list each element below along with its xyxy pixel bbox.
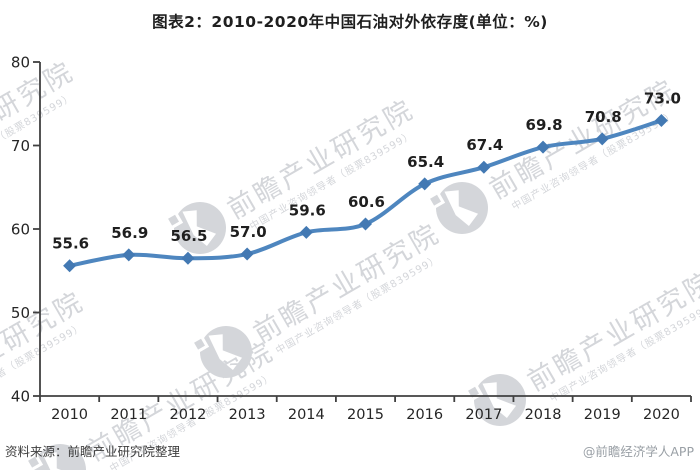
data-point-marker — [477, 160, 491, 174]
data-point-marker — [122, 248, 136, 262]
watermark-logo-cut — [208, 334, 243, 370]
data-point-label: 56.9 — [111, 224, 148, 242]
y-axis-tick-label: 70 — [11, 137, 30, 155]
data-point-label: 55.6 — [52, 235, 89, 253]
y-axis-tick-label: 60 — [11, 221, 30, 239]
data-point-label: 70.8 — [585, 108, 622, 126]
watermark-big-text: 前瞻产业研究院 — [248, 218, 445, 350]
data-point-label: 60.6 — [348, 193, 385, 211]
x-axis-tick-label: 2016 — [406, 407, 443, 423]
x-axis-tick-label: 2011 — [110, 407, 147, 423]
data-point-label: 73.0 — [644, 89, 681, 107]
watermark-logo-dot — [168, 214, 180, 226]
data-point-marker — [299, 225, 313, 239]
data-point-marker — [181, 251, 195, 265]
data-point-label: 59.6 — [289, 201, 326, 219]
data-point-marker — [654, 113, 668, 127]
data-point-marker — [63, 259, 77, 273]
data-point-label: 65.4 — [407, 153, 444, 171]
data-point-marker — [536, 140, 550, 154]
data-point-marker — [418, 177, 432, 191]
data-point-marker — [240, 247, 254, 261]
x-axis-tick-label: 2017 — [465, 407, 502, 423]
watermark-logo-dot — [28, 456, 40, 468]
x-axis-tick-label: 2012 — [170, 407, 207, 423]
footer-bar: 资料来源：前瞻产业研究院整理 @前瞻经济学人APP — [0, 441, 700, 460]
y-axis-tick-label: 40 — [11, 388, 30, 406]
x-axis-tick-label: 2018 — [525, 407, 562, 423]
watermark-logo-dot — [194, 338, 206, 350]
y-axis-labels: 40 50 60 70 80 — [11, 54, 30, 406]
y-axis-tick-label: 80 — [11, 54, 30, 72]
x-axis-tick-label: 2020 — [643, 407, 680, 423]
watermark-logo-cut — [42, 452, 77, 470]
x-axis-tick-label: 2014 — [288, 407, 325, 423]
data-point-label: 56.5 — [170, 227, 207, 245]
data-point-label: 69.8 — [526, 116, 563, 134]
watermark-logo-dot — [430, 194, 442, 206]
x-axis-tick-label: 2015 — [347, 407, 384, 423]
x-axis-tick-label: 2010 — [51, 407, 88, 423]
chart-title: 图表2：2010-2020年中国石油对外依存度(单位：%) — [152, 13, 548, 31]
axes — [33, 61, 692, 402]
watermark-logo-cut — [444, 190, 479, 226]
x-axis-labels: 2010 2011 2012 2013 2014 2015 2016 2017 2018 2019… — [51, 407, 680, 423]
data-point-marker — [359, 217, 372, 231]
y-axis-tick-label: 50 — [11, 304, 30, 322]
source-note: 资料来源：前瞻产业研究院整理 — [5, 444, 181, 459]
data-point-label: 57.0 — [230, 223, 267, 241]
brand-note: @前瞻经济学人APP — [582, 444, 694, 459]
data-point-markers — [63, 113, 668, 273]
watermark-logo-dot — [468, 386, 480, 398]
x-axis-tick-label: 2013 — [229, 407, 266, 423]
x-axis-tick-label: 2019 — [584, 407, 621, 423]
data-point-label: 67.4 — [466, 136, 503, 154]
data-point-marker — [595, 132, 609, 146]
data-point-labels: 55.6 56.9 56.5 57.0 59.6 60.6 65.4 67.4 69.8 70.8… — [52, 89, 681, 252]
watermark-logo-cut — [182, 210, 217, 246]
watermark-logo-cut — [482, 382, 517, 418]
